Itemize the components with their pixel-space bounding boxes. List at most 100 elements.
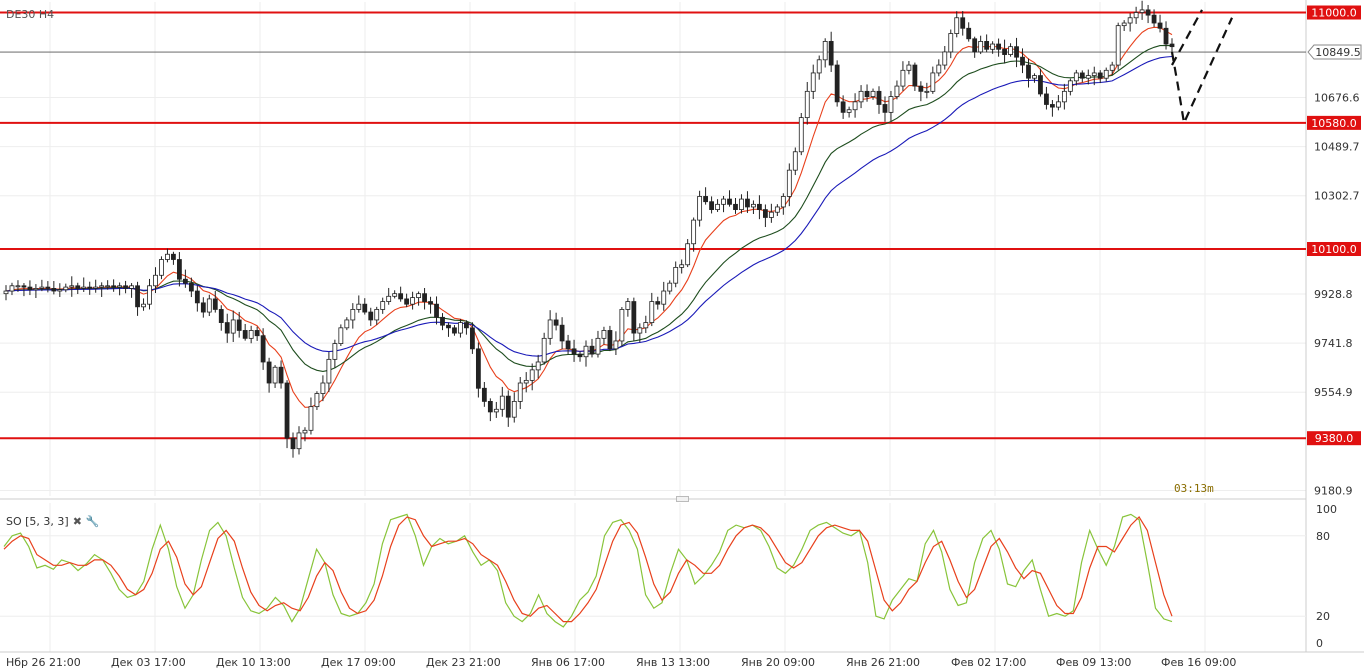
- candle-body: [302, 429, 308, 434]
- candle-body: [577, 353, 583, 358]
- time-axis: Нбр 26 21:00 Дек 03 17:00 Дек 10 13:00 Дек …: [6, 656, 1236, 669]
- candle-body: [589, 345, 595, 355]
- candle-body: [464, 322, 469, 329]
- candle-body: [822, 41, 828, 61]
- candle-body: [487, 401, 493, 413]
- candle-body: [762, 209, 768, 218]
- candle-body: [422, 293, 427, 302]
- so-level-label: 20: [1316, 610, 1330, 623]
- candle-body: [9, 285, 15, 292]
- candle-body: [344, 319, 350, 329]
- candle-body: [236, 319, 242, 331]
- candle-body: [105, 285, 111, 288]
- candle-body: [266, 361, 272, 384]
- y-tick-label: 10489.7: [1314, 141, 1360, 154]
- candle-body: [1050, 104, 1055, 108]
- candle-body: [715, 203, 720, 210]
- candle-body: [434, 303, 439, 318]
- candle-body: [733, 203, 738, 210]
- candle-body: [200, 302, 206, 313]
- moving-averages: [5, 26, 1173, 408]
- candle-body: [380, 301, 386, 310]
- candle-body: [595, 337, 601, 355]
- moving-average-line: [5, 44, 1173, 372]
- level-price-tag: [1307, 115, 1361, 130]
- x-tick-label: Фев 02 17:00: [951, 656, 1026, 669]
- candle-body: [338, 327, 344, 344]
- candle-body: [362, 303, 368, 313]
- moving-average-line: [5, 55, 1173, 357]
- candle-body: [685, 243, 691, 266]
- candle-body: [511, 401, 517, 418]
- horizontal-levels[interactable]: 11000.0 10580.0 10100.0 9380.0 10849.5: [0, 5, 1362, 446]
- candle-body: [768, 211, 774, 218]
- candle-body: [751, 203, 756, 208]
- candle-body: [936, 64, 942, 74]
- y-tick-label: 10302.7: [1314, 190, 1360, 203]
- candle-body: [499, 395, 505, 410]
- candle-body: [804, 90, 810, 119]
- candle-body: [45, 286, 51, 289]
- candle-body: [655, 301, 661, 305]
- candle-body: [194, 290, 200, 304]
- candle-body: [559, 324, 565, 342]
- candle-body: [792, 151, 798, 171]
- close-icon[interactable]: ✖: [72, 515, 82, 528]
- candle-body: [876, 90, 882, 105]
- candle-body: [535, 361, 541, 371]
- candle-body: [1014, 46, 1019, 58]
- y-tick-label: 9554.9: [1314, 386, 1353, 399]
- candle-body: [1032, 75, 1037, 79]
- candle-body: [1008, 46, 1013, 55]
- candle-body: [565, 340, 571, 350]
- bar-countdown: 03:13m: [1174, 482, 1214, 495]
- candle-body: [906, 64, 912, 71]
- x-tick-label: Янв 06 17:00: [531, 656, 605, 669]
- candle-body: [141, 303, 146, 308]
- candle-body: [1055, 101, 1061, 108]
- candle-body: [828, 41, 834, 66]
- candle-body: [350, 309, 356, 321]
- candle-body: [320, 382, 326, 394]
- candle-body: [332, 343, 338, 360]
- candle-body: [1169, 43, 1175, 48]
- candle-body: [990, 43, 996, 50]
- candle-body: [248, 330, 254, 339]
- candle-body: [1079, 72, 1085, 79]
- candle-body: [63, 286, 69, 291]
- candle-body: [440, 316, 445, 326]
- candle-body: [870, 90, 876, 97]
- candle-body: [123, 285, 128, 289]
- candle-body: [631, 301, 637, 334]
- candle-body: [39, 286, 45, 289]
- candle-body: [475, 348, 481, 389]
- candle-body: [212, 298, 218, 310]
- candle-body: [942, 51, 948, 66]
- x-tick-label: Янв 13 13:00: [636, 656, 710, 669]
- panel-splitter-handle[interactable]: [676, 496, 689, 502]
- candle-body: [613, 340, 619, 350]
- x-tick-label: Дек 17 09:00: [321, 656, 396, 669]
- candle-body: [278, 366, 284, 384]
- candle-body: [852, 101, 858, 111]
- candle-body: [679, 264, 685, 268]
- candle-body: [446, 324, 451, 329]
- candle-body: [224, 322, 230, 334]
- price-axis: 10676.6 10489.7 10302.7 9928.8 9741.8 9554.9 9…: [1314, 91, 1360, 497]
- candle-body: [296, 432, 302, 450]
- candle-body: [846, 109, 852, 113]
- candle-body: [954, 17, 960, 34]
- stochastic-header: SO [5, 3, 3] ✖ 🔧: [6, 515, 100, 528]
- candle-body: [780, 196, 786, 208]
- candle-body: [930, 72, 936, 92]
- candle-body: [583, 345, 589, 358]
- candle-body: [15, 285, 21, 288]
- candle-body: [858, 90, 864, 103]
- candle-body: [410, 297, 416, 305]
- candle-body: [894, 85, 900, 97]
- candle-body: [1127, 17, 1133, 24]
- candle-body: [1002, 48, 1007, 55]
- wrench-icon[interactable]: 🔧: [85, 515, 100, 528]
- candle-body: [948, 33, 954, 53]
